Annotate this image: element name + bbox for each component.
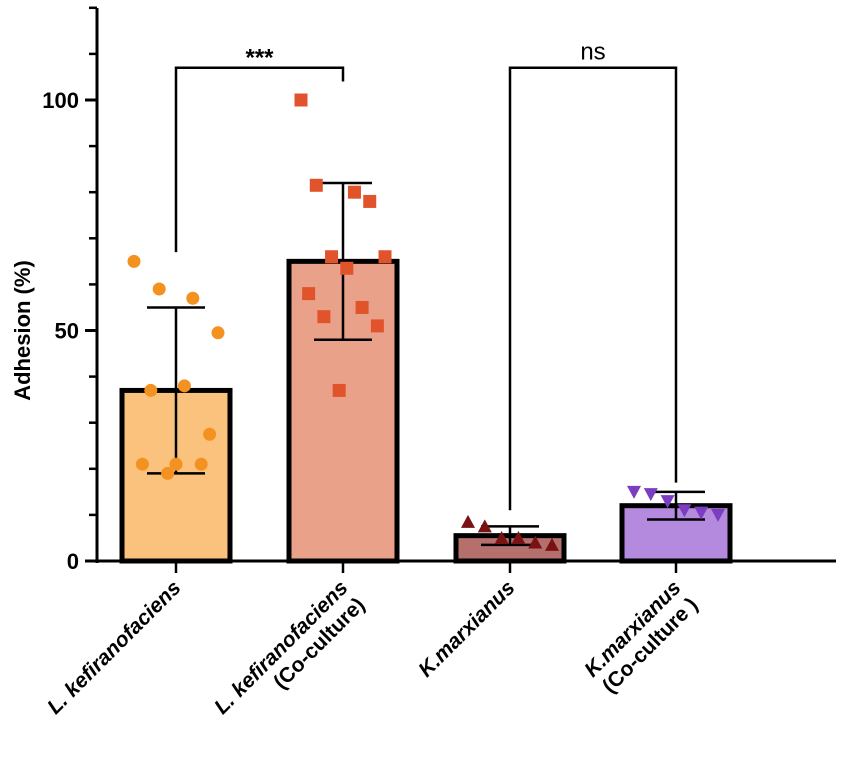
- data-point-1-11: [161, 466, 175, 480]
- data-point-3-6: [545, 537, 559, 551]
- data-point-4-1: [627, 485, 641, 499]
- data-point-4-6: [711, 508, 725, 522]
- y-tick-label-100: 100: [42, 88, 79, 113]
- data-point-2-5: [325, 250, 339, 264]
- data-point-2-9: [355, 300, 369, 314]
- significance-label-2: ns: [580, 39, 605, 66]
- y-tick-label-50: 50: [55, 319, 79, 344]
- data-point-3-2: [477, 519, 492, 533]
- data-point-2-10: [317, 310, 331, 324]
- significance-bracket-2: [508, 66, 678, 511]
- data-point-1-7: [203, 427, 217, 441]
- data-point-4-4: [677, 504, 692, 518]
- data-point-2-6: [378, 250, 392, 264]
- data-point-2-2: [347, 185, 361, 199]
- data-point-1-4: [211, 326, 225, 340]
- data-point-3-5: [528, 535, 543, 549]
- data-point-1-8: [169, 457, 183, 471]
- data-point-1-10: [194, 457, 208, 471]
- y-axis-label: Adhesion (%): [10, 260, 35, 401]
- data-point-1-3: [152, 282, 166, 296]
- data-point-4-5: [694, 506, 709, 520]
- data-point-2-12: [332, 383, 346, 397]
- data-point-3-1: [461, 514, 475, 528]
- data-point-2-4: [363, 194, 377, 208]
- error-bars-layer: [147, 181, 705, 547]
- data-point-2-1: [294, 93, 308, 107]
- data-point-3-4: [511, 530, 526, 544]
- data-point-2-7: [340, 261, 354, 275]
- data-point-3-3: [494, 530, 509, 544]
- data-point-1-5: [177, 379, 191, 393]
- category-label-3: K.marxianus: [414, 576, 519, 681]
- significance-brackets-layer: *** ns: [174, 39, 678, 511]
- bars-layer: [119, 258, 733, 564]
- data-point-1-1: [127, 254, 141, 268]
- data-point-2-8: [302, 287, 316, 301]
- significance-bracket-1: [174, 66, 345, 253]
- data-point-2-3: [309, 178, 323, 192]
- bar-4: [619, 503, 733, 564]
- significance-label-1: ***: [245, 45, 274, 72]
- data-point-2-11: [370, 319, 384, 333]
- axes-layer: 0 50 100: [42, 6, 836, 574]
- category-label-1: L. kefiranofaciens: [43, 576, 186, 719]
- data-points-layer: [127, 93, 725, 551]
- y-tick-label-0: 0: [67, 549, 79, 574]
- data-point-4-3: [660, 495, 675, 509]
- data-point-1-2: [186, 291, 200, 305]
- data-point-1-6: [144, 383, 158, 397]
- data-point-4-2: [643, 488, 658, 502]
- data-point-1-9: [135, 457, 149, 471]
